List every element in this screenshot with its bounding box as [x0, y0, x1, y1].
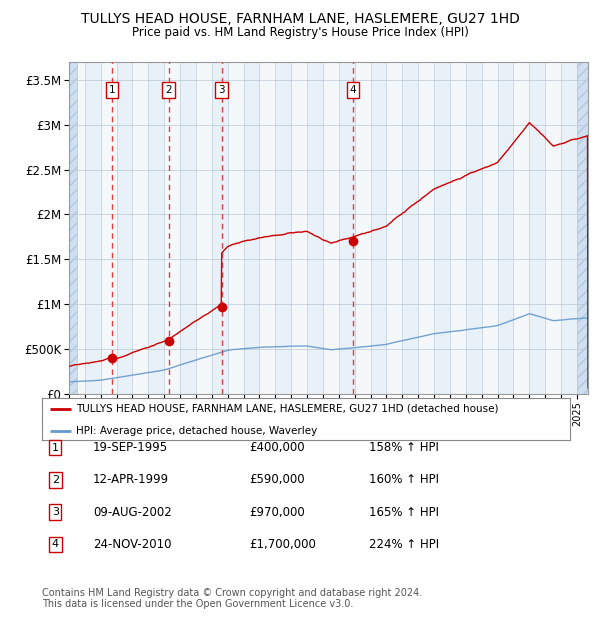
Bar [69, 62, 77, 394]
Text: Price paid vs. HM Land Registry's House Price Index (HPI): Price paid vs. HM Land Registry's House … [131, 26, 469, 39]
Bar [545, 62, 561, 394]
Bar [259, 62, 275, 394]
Bar [577, 62, 588, 394]
Text: 2: 2 [52, 475, 59, 485]
Bar [323, 62, 339, 394]
Text: 158% ↑ HPI: 158% ↑ HPI [369, 441, 439, 454]
Text: 4: 4 [350, 85, 356, 95]
Text: HPI: Average price, detached house, Waverley: HPI: Average price, detached house, Wave… [76, 426, 317, 436]
Text: 224% ↑ HPI: 224% ↑ HPI [369, 538, 439, 551]
Text: Contains HM Land Registry data © Crown copyright and database right 2024.
This d: Contains HM Land Registry data © Crown c… [42, 588, 422, 609]
Text: 1: 1 [109, 85, 115, 95]
Text: 4: 4 [52, 539, 59, 549]
Bar [514, 62, 529, 394]
Bar [450, 62, 466, 394]
Text: £400,000: £400,000 [249, 441, 305, 454]
Text: 3: 3 [52, 507, 59, 517]
Bar [418, 62, 434, 394]
Text: £1,700,000: £1,700,000 [249, 538, 316, 551]
Bar [228, 62, 244, 394]
Text: 24-NOV-2010: 24-NOV-2010 [93, 538, 172, 551]
Bar [101, 62, 116, 394]
Text: TULLYS HEAD HOUSE, FARNHAM LANE, HASLEMERE, GU27 1HD (detached house): TULLYS HEAD HOUSE, FARNHAM LANE, HASLEME… [76, 404, 499, 414]
Text: TULLYS HEAD HOUSE, FARNHAM LANE, HASLEMERE, GU27 1HD: TULLYS HEAD HOUSE, FARNHAM LANE, HASLEME… [80, 12, 520, 27]
Bar [386, 62, 403, 394]
Bar [164, 62, 180, 394]
Text: 2: 2 [166, 85, 172, 95]
Text: 160% ↑ HPI: 160% ↑ HPI [369, 474, 439, 486]
Bar [577, 62, 593, 394]
Bar [482, 62, 497, 394]
Text: 1: 1 [52, 443, 59, 453]
Bar [69, 62, 85, 394]
Text: 165% ↑ HPI: 165% ↑ HPI [369, 506, 439, 518]
Text: £970,000: £970,000 [249, 506, 305, 518]
Text: £590,000: £590,000 [249, 474, 305, 486]
Bar [355, 62, 371, 394]
Text: 3: 3 [218, 85, 225, 95]
Text: 09-AUG-2002: 09-AUG-2002 [93, 506, 172, 518]
Text: 19-SEP-1995: 19-SEP-1995 [93, 441, 168, 454]
Text: 12-APR-1999: 12-APR-1999 [93, 474, 169, 486]
Bar [291, 62, 307, 394]
Bar [133, 62, 148, 394]
Bar [196, 62, 212, 394]
